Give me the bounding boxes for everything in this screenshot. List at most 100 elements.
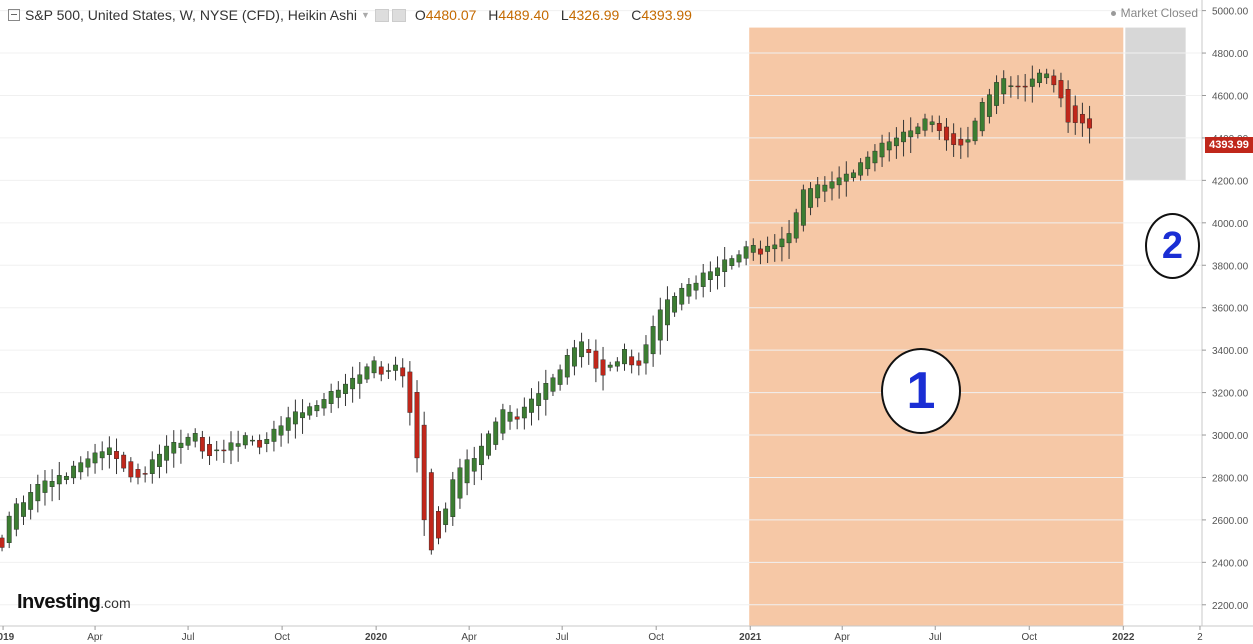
candle-body <box>843 173 849 182</box>
candle-body <box>607 364 613 368</box>
candle-body <box>214 449 220 452</box>
candle-body <box>178 442 184 448</box>
candle-body <box>414 392 420 459</box>
candle-body <box>486 433 491 456</box>
settings-icon[interactable] <box>374 8 389 22</box>
highlight-regions <box>749 27 1186 627</box>
candle-body <box>436 511 441 539</box>
candle-body <box>199 437 205 452</box>
candle-body <box>378 366 384 375</box>
candle-body <box>235 443 241 447</box>
candle-body <box>600 359 606 376</box>
close-icon[interactable] <box>391 8 406 22</box>
candle-body <box>13 503 19 530</box>
high-value: 4489.40 <box>498 7 550 23</box>
candle-body <box>657 309 663 341</box>
candle-body <box>1058 80 1064 99</box>
open-value: 4480.07 <box>425 7 477 23</box>
candle-body <box>106 447 112 455</box>
candle-body <box>493 421 499 445</box>
candle-body <box>722 259 728 272</box>
candle-body <box>1001 78 1007 95</box>
candle-body <box>421 424 427 521</box>
x-tick-label: Jul <box>182 632 195 643</box>
y-tick-label: 3200.00 <box>1212 389 1249 400</box>
x-tick-label: 2 <box>1197 632 1203 643</box>
candle-body <box>1079 113 1085 124</box>
chevron-down-icon[interactable]: ▼ <box>360 10 370 20</box>
candle-body <box>572 347 577 367</box>
candle-body <box>71 465 77 479</box>
candle-body <box>1065 89 1071 123</box>
candle-body <box>0 537 5 548</box>
candle-body <box>135 469 141 478</box>
candle-body <box>1015 85 1021 88</box>
candle-body <box>636 360 642 366</box>
candle-body <box>521 406 527 419</box>
candle-body <box>514 416 520 420</box>
candle-body <box>879 142 885 158</box>
candle-body <box>693 282 699 291</box>
investing-logo: Investing.com <box>17 591 131 614</box>
instrument-title[interactable]: S&P 500, United States, W, NYSE (CFD), H… <box>25 7 357 23</box>
candle-body <box>629 356 635 366</box>
candle-body <box>1022 85 1028 88</box>
candle-body <box>858 162 864 176</box>
candle-body <box>228 442 234 451</box>
candle-body <box>121 454 127 469</box>
candle-body <box>665 299 670 326</box>
candle-body <box>886 141 892 151</box>
candle-body <box>715 267 720 276</box>
candle-body <box>350 377 356 390</box>
candle-body <box>700 272 706 287</box>
candlestick-series <box>0 65 1092 555</box>
candle-body <box>1051 75 1057 86</box>
candle-body <box>42 480 48 493</box>
x-tick-label: Apr <box>87 632 103 643</box>
market-status: Market Closed <box>1110 6 1198 20</box>
candle-body <box>192 433 198 442</box>
candle-body <box>822 184 828 192</box>
candle-body <box>750 245 756 253</box>
candle-body <box>364 366 370 380</box>
candle-body <box>872 150 878 164</box>
candle-body <box>314 405 320 412</box>
candle-body <box>772 244 778 250</box>
candle-body <box>758 248 763 255</box>
y-tick-label: 3800.00 <box>1212 261 1249 272</box>
y-tick-label: 3400.00 <box>1212 346 1249 357</box>
time-axis: 2019 Apr Jul Oct 2020 Apr Jul Oct 2021 Apr Jul Oct 2… <box>0 626 1203 643</box>
candle-body <box>579 341 584 358</box>
candle-body <box>729 258 735 266</box>
candle-body <box>6 515 12 543</box>
candle-body <box>371 360 377 374</box>
annotation-1: 1 <box>881 348 961 434</box>
x-tick-label: Apr <box>461 632 477 643</box>
x-tick-label: 2020 <box>365 632 388 643</box>
candle-body <box>64 475 69 480</box>
candle-body <box>164 445 170 461</box>
candle-body <box>250 439 255 442</box>
price-axis: 5000.004800.004600.004400.004200.004000.… <box>1202 7 1249 612</box>
candle-body <box>586 349 592 353</box>
candle-body <box>557 369 563 385</box>
candle-body <box>958 138 964 146</box>
annotation-2: 2 <box>1145 213 1200 279</box>
candle-body <box>343 383 348 394</box>
candle-body <box>56 475 62 485</box>
y-tick-label: 3600.00 <box>1212 304 1249 315</box>
candle-body <box>92 452 98 464</box>
candle-body <box>328 391 334 404</box>
candle-body <box>428 472 434 551</box>
candle-body <box>972 120 978 142</box>
candle-body <box>292 411 298 425</box>
candle-body <box>986 94 992 117</box>
collapse-icon[interactable] <box>8 9 20 21</box>
y-tick-label: 2400.00 <box>1212 558 1249 569</box>
candle-body <box>114 451 119 459</box>
x-tick-label: Jul <box>929 632 942 643</box>
x-tick-label: Oct <box>648 632 664 643</box>
candle-body <box>936 123 942 131</box>
candle-body <box>679 287 685 305</box>
